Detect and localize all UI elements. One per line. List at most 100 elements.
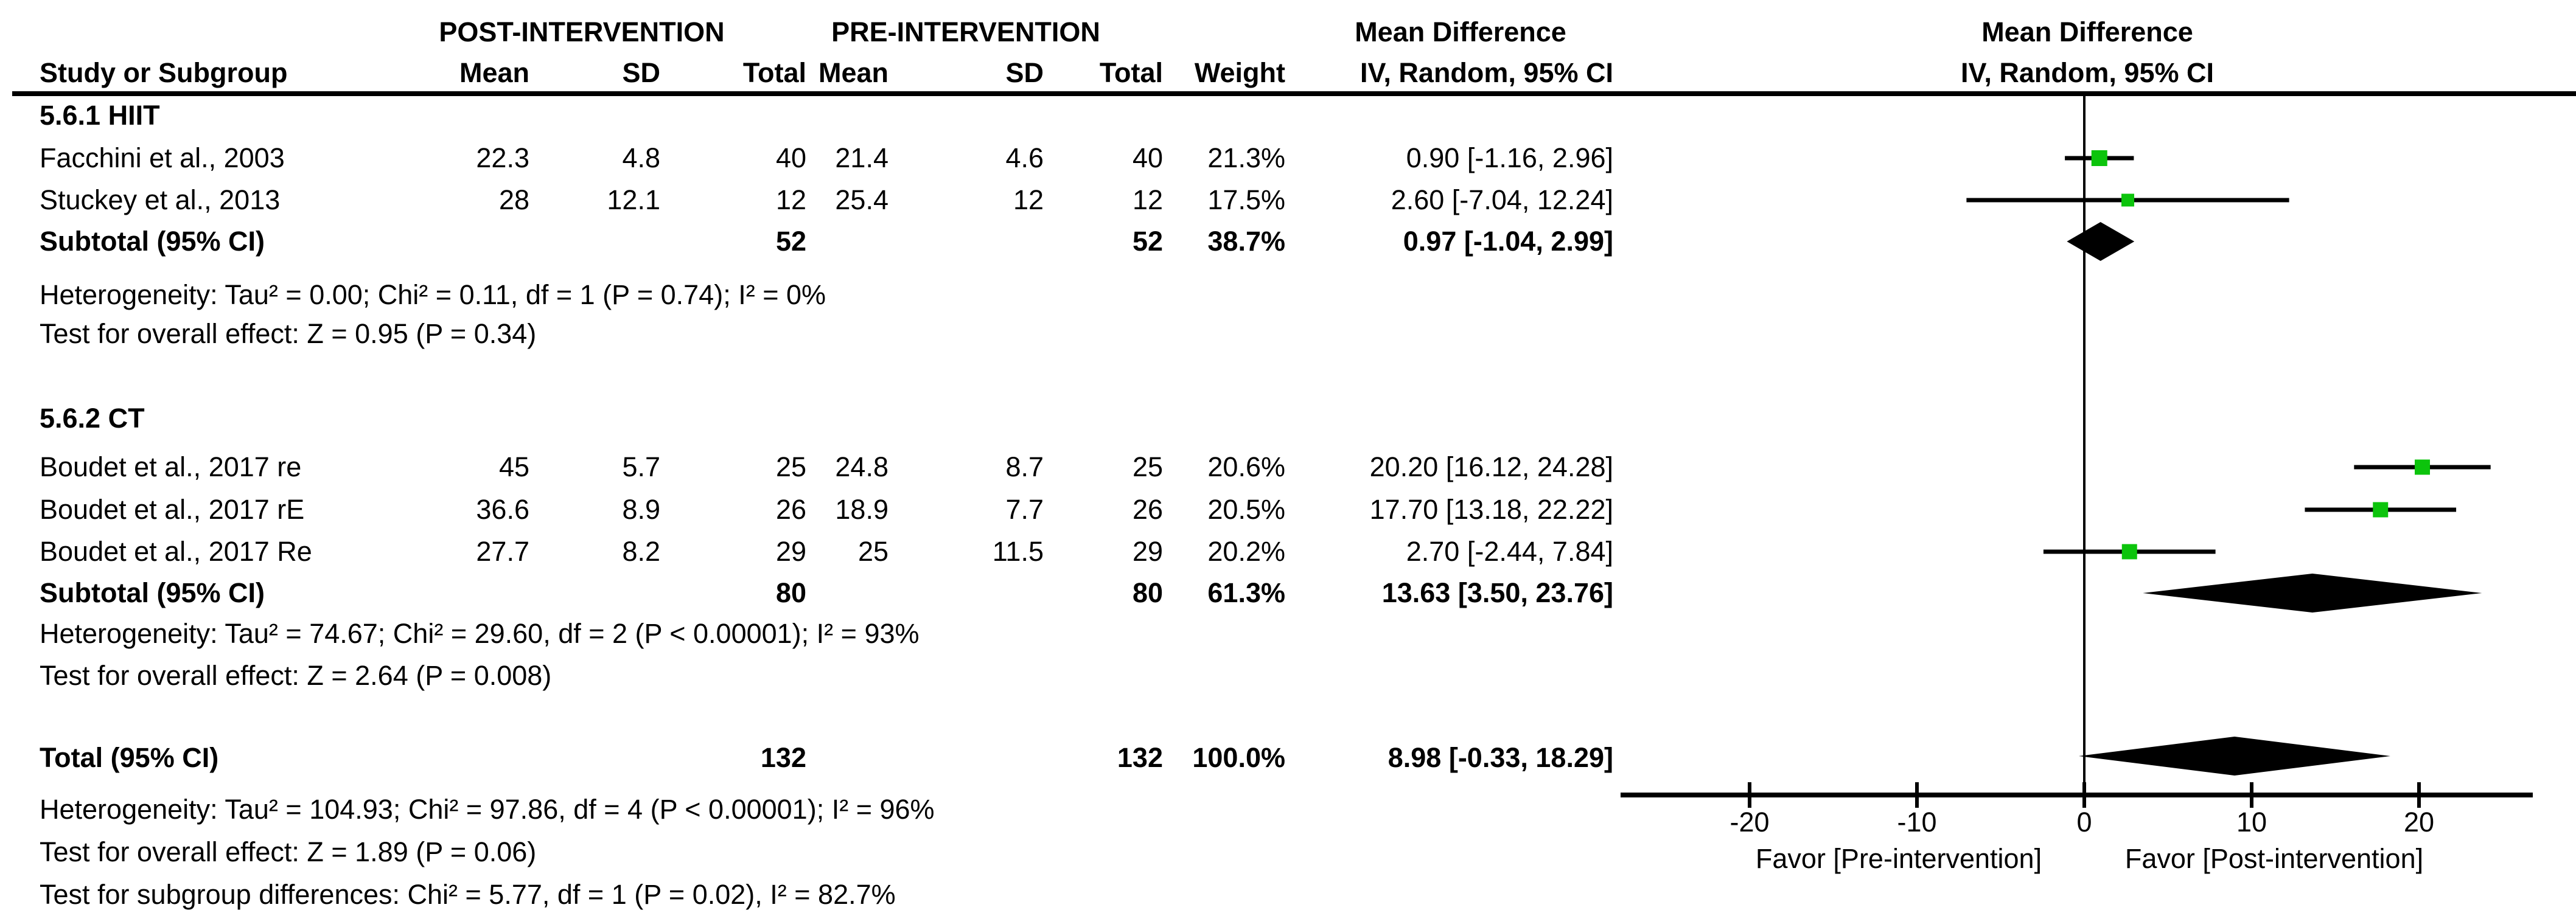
study-label: Stuckey et al., 2013 — [40, 184, 281, 215]
weight: 17.5% — [1207, 184, 1285, 215]
heterogeneity-text: Heterogeneity: Tau² = 104.93; Chi² = 97.… — [40, 794, 935, 825]
weight: 61.3% — [1207, 577, 1285, 608]
overall-effect-text: Test for overall effect: Z = 2.64 (P = 0… — [40, 660, 552, 691]
study-label: Boudet et al., 2017 rE — [40, 494, 305, 525]
md-ci: 2.60 [-7.04, 12.24] — [1391, 184, 1613, 215]
iv-plot-column-header: IV, Random, 95% CI — [1961, 57, 2214, 88]
weight: 21.3% — [1207, 142, 1285, 173]
post-mean-column-header: Mean — [459, 57, 529, 88]
pre-total-column-header: Total — [1099, 57, 1163, 88]
md-ci: 0.97 [-1.04, 2.99] — [1403, 226, 1613, 257]
pre-total: 40 — [1132, 142, 1163, 173]
x-axis-tick-label: 10 — [2236, 807, 2267, 838]
overall-effect-line-total: Test for overall effect: Z = 1.89 (P = 0… — [0, 831, 2576, 873]
pre-mean: 25.4 — [835, 184, 888, 215]
post-mean: 22.3 — [476, 142, 529, 173]
heterogeneity-line-total: Heterogeneity: Tau² = 104.93; Chi² = 97.… — [0, 788, 2576, 831]
pre-mean: 18.9 — [835, 494, 888, 525]
table-row: Boudet et al., 2017 rE 36.6 8.9 26 18.9 … — [0, 488, 2576, 531]
study-label: Boudet et al., 2017 Re — [40, 536, 312, 567]
pre-mean: 21.4 — [835, 142, 888, 173]
post-mean: 45 — [498, 451, 529, 482]
post-total: 40 — [775, 142, 806, 173]
heterogeneity-line-hiit: Heterogeneity: Tau² = 0.00; Chi² = 0.11,… — [0, 274, 2576, 316]
study-label: Facchini et al., 2003 — [40, 142, 285, 173]
weight: 20.2% — [1207, 536, 1285, 567]
effect-marker — [2091, 150, 2107, 166]
heterogeneity-line-ct: Heterogeneity: Tau² = 74.67; Chi² = 29.6… — [0, 613, 2576, 655]
x-axis-tick-label: -20 — [1730, 807, 1769, 838]
heterogeneity-text: Heterogeneity: Tau² = 0.00; Chi² = 0.11,… — [40, 279, 826, 310]
header-group-row: POST-INTERVENTION PRE-INTERVENTION Mean … — [0, 11, 2576, 54]
column-header-row: Study or Subgroup Mean SD Total Mean SD … — [0, 52, 2576, 94]
post-sd: 12.1 — [607, 184, 660, 215]
post-total: 80 — [775, 577, 806, 608]
table-row: Boudet et al., 2017 re 45 5.7 25 24.8 8.… — [0, 446, 2576, 488]
x-axis-tick-label: 20 — [2404, 807, 2434, 838]
md-ci: 13.63 [3.50, 23.76] — [1381, 577, 1613, 608]
subgroup-title: 5.6.1 HIIT — [40, 100, 160, 131]
pre-total: 132 — [1117, 742, 1163, 773]
subgroup-differences-text: Test for subgroup differences: Chi² = 5.… — [40, 879, 896, 910]
pre-total: 52 — [1132, 226, 1163, 257]
study-label: Boudet et al., 2017 re — [40, 451, 302, 482]
post-total: 132 — [760, 742, 806, 773]
subtotal-row-ct: Subtotal (95% CI) 80 80 61.3% 13.63 [3.5… — [0, 572, 2576, 614]
post-total: 29 — [775, 536, 806, 567]
total-label: Total (95% CI) — [40, 742, 219, 773]
overall-effect-text: Test for overall effect: Z = 1.89 (P = 0… — [40, 836, 537, 867]
mean-difference-plot-header: Mean Difference — [1981, 16, 2193, 47]
iv-table-column-header: IV, Random, 95% CI — [1360, 57, 1613, 88]
pre-sd: 4.6 — [1005, 142, 1044, 173]
overall-effect-text: Test for overall effect: Z = 0.95 (P = 0… — [40, 318, 537, 349]
pre-mean: 24.8 — [835, 451, 888, 482]
post-total: 25 — [775, 451, 806, 482]
effect-marker — [2373, 502, 2389, 518]
pre-intervention-group-header: PRE-INTERVENTION — [831, 16, 1100, 47]
favor-right-label: Favor [Post-intervention] — [2124, 843, 2424, 874]
study-column-header: Study or Subgroup — [40, 57, 288, 88]
pre-total: 25 — [1132, 451, 1163, 482]
post-mean: 28 — [498, 184, 529, 215]
md-ci: 17.70 [13.18, 22.22] — [1369, 494, 1613, 525]
pre-sd: 8.7 — [1005, 451, 1044, 482]
pre-total: 80 — [1132, 577, 1163, 608]
summary-diamond — [2143, 574, 2482, 613]
post-mean: 36.6 — [476, 494, 529, 525]
post-sd: 5.7 — [622, 451, 660, 482]
subtotal-label: Subtotal (95% CI) — [40, 577, 265, 608]
mean-difference-table-header: Mean Difference — [1355, 16, 1566, 47]
md-ci: 20.20 [16.12, 24.28] — [1369, 451, 1613, 482]
favor-left-label: Favor [Pre-intervention] — [1755, 843, 2042, 874]
overall-effect-line-hiit: Test for overall effect: Z = 0.95 (P = 0… — [0, 313, 2576, 355]
header-separator-line — [12, 91, 2576, 96]
pre-total: 29 — [1132, 536, 1163, 567]
weight: 20.6% — [1207, 451, 1285, 482]
post-total: 12 — [775, 184, 806, 215]
subgroup-header-hiit: 5.6.1 HIIT — [0, 94, 2576, 137]
weight: 38.7% — [1207, 226, 1285, 257]
table-row: Boudet et al., 2017 Re 27.7 8.2 29 25 11… — [0, 530, 2576, 573]
pre-total: 12 — [1132, 184, 1163, 215]
post-sd-column-header: SD — [622, 57, 660, 88]
total-row: Total (95% CI) 132 132 100.0% 8.98 [-0.3… — [0, 737, 2576, 779]
post-mean: 27.7 — [476, 536, 529, 567]
pre-mean-column-header: Mean — [818, 57, 888, 88]
pre-sd: 7.7 — [1005, 494, 1044, 525]
post-sd: 8.9 — [622, 494, 660, 525]
table-row: Facchini et al., 2003 22.3 4.8 40 21.4 4… — [0, 137, 2576, 179]
post-total: 52 — [775, 226, 806, 257]
pre-sd: 12 — [1013, 184, 1044, 215]
post-intervention-group-header: POST-INTERVENTION — [439, 16, 725, 47]
effect-marker — [2415, 459, 2430, 475]
subgroup-differences-line: Test for subgroup differences: Chi² = 5.… — [0, 873, 2576, 913]
weight-column-header: Weight — [1194, 57, 1285, 88]
heterogeneity-text: Heterogeneity: Tau² = 74.67; Chi² = 29.6… — [40, 618, 920, 649]
post-total: 26 — [775, 494, 806, 525]
md-ci: 8.98 [-0.33, 18.29] — [1387, 742, 1613, 773]
x-axis-tick-label: -10 — [1897, 807, 1936, 838]
post-sd: 8.2 — [622, 536, 660, 567]
post-sd: 4.8 — [622, 142, 660, 173]
